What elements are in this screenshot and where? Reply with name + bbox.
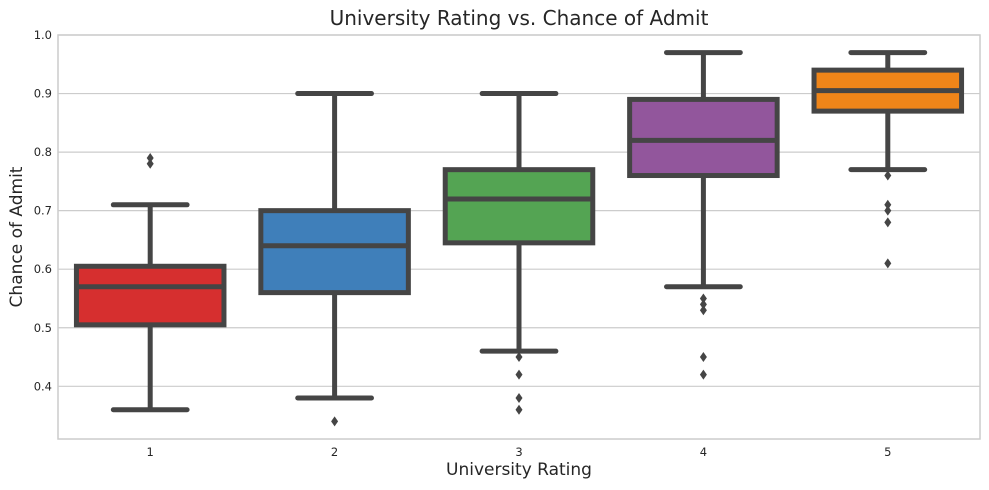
outlier-point: [699, 293, 707, 304]
outlier-point: [699, 369, 707, 380]
outlier-point: [515, 369, 523, 380]
iqr-box: [442, 167, 596, 246]
x-tick-label: 3: [515, 445, 522, 459]
x-tick-label: 2: [331, 445, 338, 459]
box-group-rating-3: [442, 91, 596, 415]
tick-labels: 0.4 0.5 0.6 0.7 0.8 0.9 1.0 1 2 3 4 5: [34, 28, 892, 459]
outlier-point: [146, 158, 154, 169]
x-tick-label: 4: [700, 445, 707, 459]
outlier-point: [884, 199, 892, 210]
y-tick-label: 0.5: [34, 321, 52, 335]
y-tick-label: 1.0: [34, 28, 52, 42]
outlier-point: [515, 393, 523, 404]
y-tick-label: 0.9: [34, 87, 52, 101]
outlier-point: [146, 152, 154, 163]
y-tick-label: 0.8: [34, 145, 52, 159]
outlier-point: [699, 305, 707, 316]
x-tick-label: 5: [884, 445, 891, 459]
x-tick-label: 1: [147, 445, 154, 459]
outlier-point: [515, 404, 523, 415]
outlier-point: [699, 352, 707, 363]
box-group-rating-4: [627, 50, 780, 380]
iqr-box: [627, 96, 780, 179]
y-tick-label: 0.4: [34, 379, 52, 393]
box-group-rating-1: [73, 152, 227, 413]
outlier-point: [884, 205, 892, 216]
y-axis-label: Chance of Admit: [7, 166, 27, 307]
outlier-point: [331, 416, 339, 427]
y-tick-label: 0.6: [34, 262, 52, 276]
outlier-point: [699, 299, 707, 310]
box-group-rating-2: [258, 91, 411, 427]
iqr-box: [258, 208, 411, 296]
iqr-box: [73, 263, 227, 328]
outlier-point: [884, 170, 892, 181]
box-group-rating-5: [811, 50, 965, 269]
y-tick-label: 0.7: [34, 204, 52, 218]
outlier-point: [515, 352, 523, 363]
chart-title: University Rating vs. Chance of Admit: [330, 6, 709, 30]
plot-frame: [57, 34, 981, 440]
outlier-point: [884, 217, 892, 228]
outlier-point: [884, 258, 892, 269]
x-axis-label: University Rating: [446, 460, 592, 480]
boxes: [73, 50, 965, 427]
